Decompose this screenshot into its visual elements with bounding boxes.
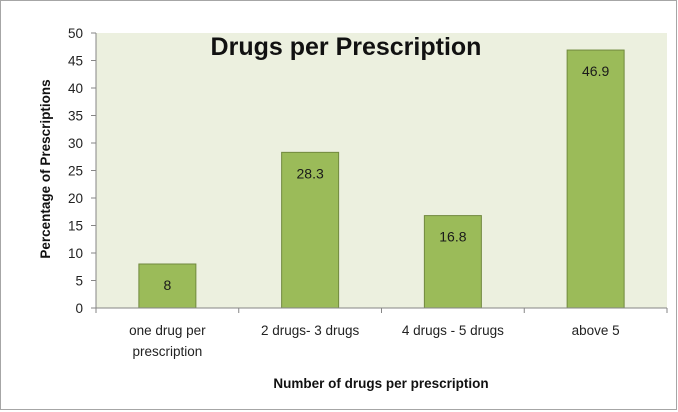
x-category-label: 4 drugs - 5 drugs [402, 323, 504, 338]
y-tick-label: 25 [68, 164, 83, 179]
y-tick-label: 5 [75, 274, 83, 289]
x-axis-categories: one drug per prescription 2 drugs- 3 drugs… [96, 308, 667, 359]
y-tick-label: 30 [68, 136, 83, 151]
data-label: 46.9 [582, 63, 609, 79]
bar [567, 50, 624, 308]
data-label: 28.3 [297, 165, 324, 181]
x-category-label: one drug per [129, 323, 206, 338]
y-tick-label: 40 [68, 81, 83, 96]
x-category-label: above 5 [572, 323, 620, 338]
chart-title: Drugs per Prescription [211, 33, 482, 61]
y-axis-ticks: 0 5 10 15 20 25 30 35 40 45 50 [68, 26, 96, 316]
x-axis-title: Number of drugs per prescription [273, 376, 488, 391]
y-tick-label: 0 [75, 301, 83, 316]
x-category-label: 2 drugs- 3 drugs [261, 323, 360, 338]
x-category-label: prescription [132, 344, 202, 359]
y-tick-label: 10 [68, 246, 83, 261]
data-label: 16.8 [439, 229, 466, 245]
y-tick-label: 15 [68, 219, 83, 234]
y-tick-label: 50 [68, 26, 83, 41]
y-tick-label: 45 [68, 54, 83, 69]
y-tick-label: 35 [68, 109, 83, 124]
y-axis-title: Percentage of Prescriptions [38, 79, 53, 258]
y-tick-label: 20 [68, 191, 83, 206]
data-label: 8 [163, 277, 171, 293]
